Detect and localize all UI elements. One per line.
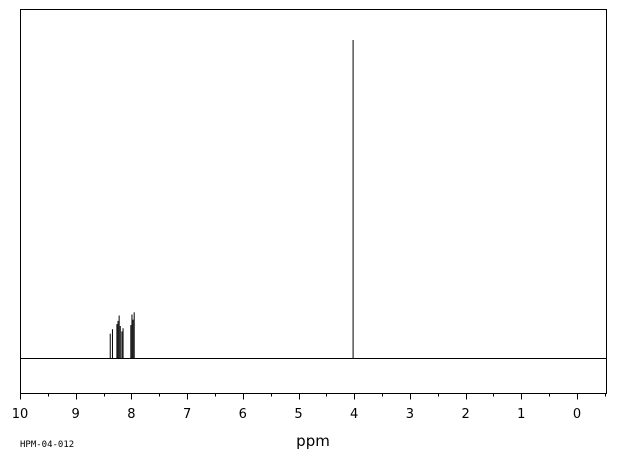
x-tick-label: 0 (573, 407, 581, 422)
x-tick-label: 1 (517, 407, 525, 422)
x-tick-label: 4 (350, 407, 358, 422)
plot-frame (20, 9, 607, 394)
x-tick-label: 8 (127, 407, 135, 422)
spectrum-peaks (109, 40, 354, 359)
x-axis-title: ppm (296, 432, 330, 450)
spectrum-id-label: HPM-04-012 (20, 440, 74, 450)
x-tick-label: 7 (183, 407, 191, 422)
x-tick-label: 5 (294, 407, 302, 422)
x-tick-label: 3 (406, 407, 414, 422)
x-tick-label: 9 (72, 407, 80, 422)
x-axis-tick-labels: 10 9 8 7 6 5 4 3 2 1 0 (12, 407, 581, 422)
x-tick-label: 6 (239, 407, 247, 422)
x-axis-ticks (20, 393, 606, 400)
x-tick-label: 10 (12, 407, 29, 422)
x-tick-label: 2 (461, 407, 469, 422)
